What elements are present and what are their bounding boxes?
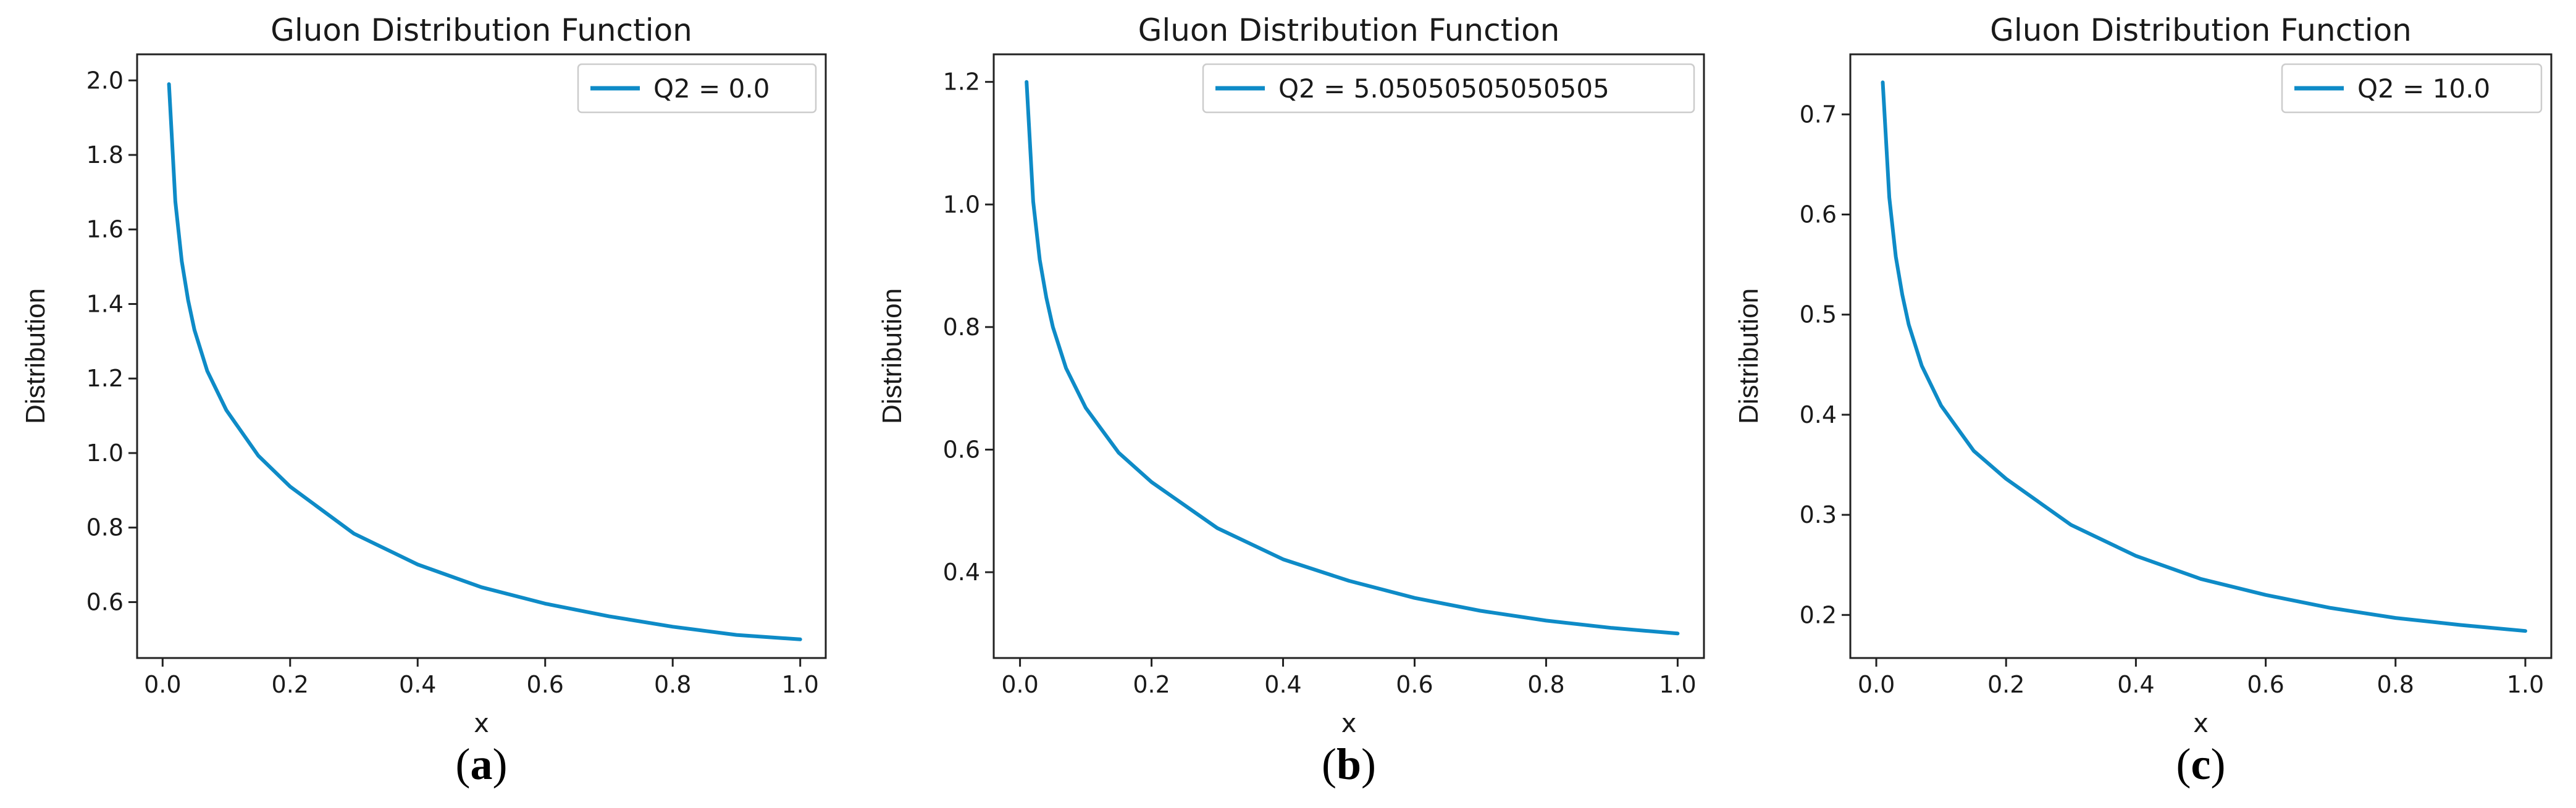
x-tick-label: 0.6 — [527, 671, 564, 698]
x-tick-label: 0.2 — [1133, 671, 1170, 698]
x-tick-label: 0.0 — [1001, 671, 1038, 698]
panel-letter: a — [471, 739, 493, 789]
x-tick-label: 1.0 — [1659, 671, 1696, 698]
x-tick-label: 1.0 — [2507, 671, 2544, 698]
y-tick-label: 1.0 — [943, 191, 980, 218]
y-tick-label: 1.2 — [943, 69, 980, 96]
legend-label: Q2 = 0.0 — [653, 73, 770, 104]
y-tick-label: 0.8 — [86, 514, 124, 541]
plot-area — [992, 53, 1705, 659]
y-tick-label: 0.4 — [1800, 401, 1837, 428]
x-tick-label: 0.2 — [1987, 671, 2024, 698]
y-tick-label: 0.3 — [1800, 501, 1837, 528]
y-tick-label: 0.4 — [943, 559, 980, 586]
y-tick-label: 2.0 — [86, 67, 124, 94]
legend: Q2 = 10.0 — [2281, 63, 2543, 114]
y-tick-label: 0.6 — [943, 436, 980, 463]
x-tick-label: 0.0 — [144, 671, 181, 698]
chart-title: Gluon Distribution Function — [1990, 12, 2412, 48]
x-tick-label: 0.4 — [2117, 671, 2154, 698]
y-tick-label: 1.4 — [86, 290, 124, 317]
panel-label: (a) — [456, 739, 508, 789]
legend-box — [2281, 63, 2543, 114]
y-axis-label: Distribution — [877, 288, 907, 424]
y-tick-label: 0.6 — [1800, 201, 1837, 228]
series-line — [167, 82, 802, 641]
plot-area — [136, 53, 827, 659]
x-tick-label: 0.4 — [399, 671, 436, 698]
y-axis-label: Distribution — [1734, 288, 1764, 424]
x-tick-label: 0.8 — [1527, 671, 1564, 698]
chart-panel-a: Gluon Distribution Function 0.0 0.2 0.4 0.6 0… — [20, 12, 827, 789]
series-line — [1025, 80, 1680, 636]
x-axis-label: x — [1341, 708, 1357, 738]
x-axis-label: x — [474, 708, 489, 738]
legend-label: Q2 = 10.0 — [2357, 73, 2490, 104]
legend: Q2 = 0.0 — [577, 63, 817, 114]
legend: Q2 = 5.05050505050505 — [1202, 63, 1695, 114]
series-line — [1881, 80, 2527, 633]
x-tick-label: 0.4 — [1264, 671, 1301, 698]
y-tick-label: 0.7 — [1800, 101, 1837, 128]
panel-letter: b — [1336, 739, 1361, 789]
y-tick-label: 1.0 — [86, 439, 124, 467]
y-tick-label: 1.6 — [86, 216, 124, 243]
x-tick-label: 1.0 — [781, 671, 818, 698]
x-tick-label: 0.6 — [2247, 671, 2284, 698]
y-tick-label: 0.5 — [1800, 301, 1837, 328]
y-tick-label: 1.2 — [86, 365, 124, 392]
y-tick-label: 1.8 — [86, 141, 124, 169]
panel-label: (c) — [2176, 739, 2226, 789]
legend-box — [577, 63, 817, 114]
chart-title: Gluon Distribution Function — [1138, 12, 1560, 48]
chart-panel-b: Gluon Distribution Function 0.0 0.2 0.4 0.6 0… — [877, 12, 1705, 789]
x-tick-label: 0.0 — [1858, 671, 1895, 698]
plot-area — [1849, 53, 2553, 659]
x-tick-label: 0.2 — [272, 671, 309, 698]
x-tick-label: 0.8 — [2377, 671, 2414, 698]
y-tick-label: 0.6 — [86, 588, 124, 615]
y-axis-label: Distribution — [20, 288, 51, 424]
y-tick-label: 0.8 — [943, 314, 980, 341]
x-axis-label: x — [2193, 708, 2209, 738]
x-tick-label: 0.6 — [1396, 671, 1433, 698]
legend-box — [1202, 63, 1695, 114]
chart-panel-c: Gluon Distribution Function 0.0 0.2 0.4 0.6 0… — [1734, 12, 2553, 789]
chart-title: Gluon Distribution Function — [271, 12, 692, 48]
y-tick-label: 0.2 — [1800, 601, 1837, 628]
x-tick-label: 0.8 — [654, 671, 691, 698]
legend-label: Q2 = 5.05050505050505 — [1278, 73, 1609, 104]
panel-label: (b) — [1322, 739, 1376, 789]
panel-letter: c — [2191, 739, 2211, 789]
